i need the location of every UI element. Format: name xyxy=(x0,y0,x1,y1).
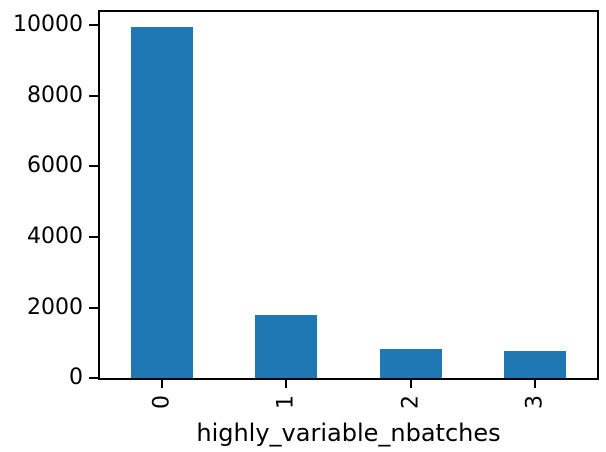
x-tick-mark xyxy=(161,380,164,388)
y-tick-mark xyxy=(89,94,98,97)
x-tick-label: 2 xyxy=(398,395,424,409)
y-tick-label: 4000 xyxy=(27,224,83,249)
bar-category-3 xyxy=(503,350,566,378)
x-tick-mark xyxy=(409,380,412,388)
x-tick-label: 1 xyxy=(273,395,299,409)
y-tick-label: 10000 xyxy=(13,12,83,38)
bar-category-0 xyxy=(131,27,194,378)
x-tick-label: 3 xyxy=(522,395,548,409)
y-tick-mark xyxy=(89,165,98,168)
bar-category-1 xyxy=(255,314,318,378)
x-tick-mark xyxy=(533,380,536,388)
y-tick-mark xyxy=(89,236,98,238)
y-tick-mark xyxy=(89,306,98,309)
y-tick-label: 2000 xyxy=(27,294,83,320)
y-tick-mark xyxy=(89,24,98,27)
y-tick-label: 0 xyxy=(69,365,83,390)
bar-category-2 xyxy=(379,349,442,378)
y-tick-label: 8000 xyxy=(27,82,83,108)
y-tick-label: 6000 xyxy=(27,153,83,179)
x-axis-title: highly_variable_nbatches xyxy=(196,419,501,447)
x-tick-label: 0 xyxy=(149,395,175,409)
y-tick-mark xyxy=(89,377,98,379)
x-tick-mark xyxy=(285,380,288,388)
plot-area xyxy=(98,10,599,380)
